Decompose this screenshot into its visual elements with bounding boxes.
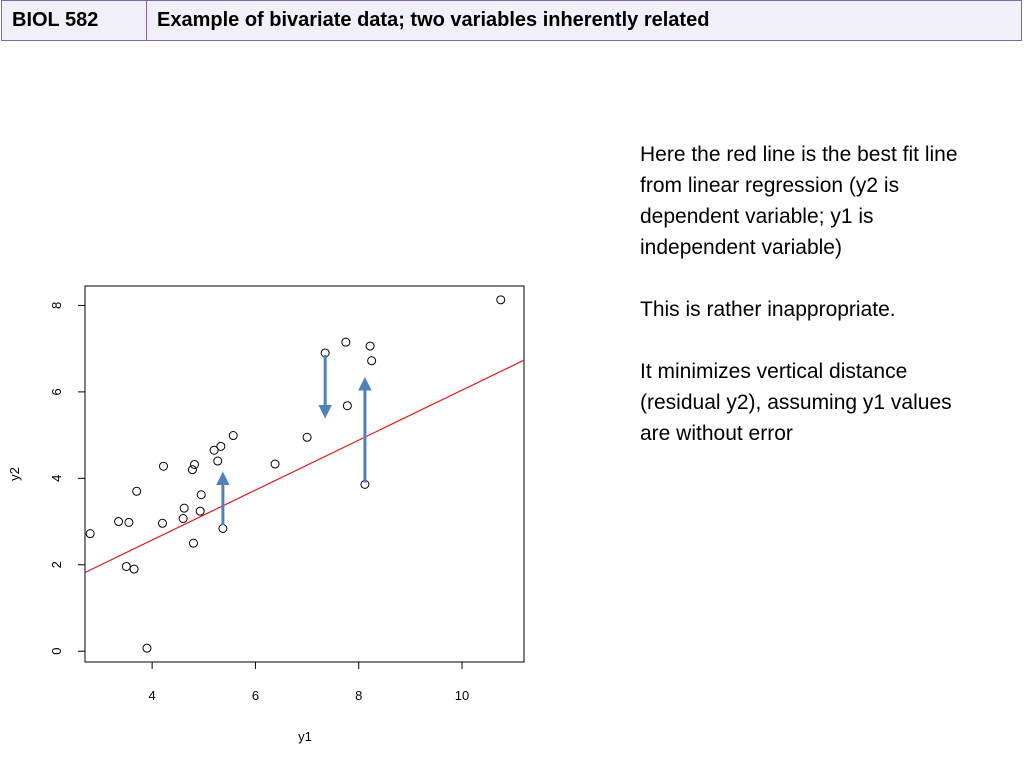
data-point: [302, 432, 312, 442]
explanation-text: Here the red line is the best fit line f…: [640, 139, 960, 480]
data-point: [187, 465, 197, 475]
x-tick-label: 10: [455, 688, 469, 703]
y-tick-label: 4: [49, 475, 64, 482]
data-point: [188, 538, 198, 548]
data-point: [157, 518, 167, 528]
slide-title: Example of bivariate data; two variables…: [157, 9, 710, 31]
data-point: [341, 337, 351, 347]
y-axis-label: y2: [7, 467, 22, 481]
data-point: [367, 356, 377, 366]
y-tick-label: 8: [49, 302, 64, 309]
data-point: [132, 486, 142, 496]
data-point: [218, 523, 228, 533]
data-point: [496, 295, 506, 305]
data-point: [85, 529, 95, 539]
x-axis: 4 6 8 10: [149, 662, 469, 703]
data-point: [114, 517, 124, 527]
regression-line-group: [84, 359, 525, 574]
y-axis: 0 2 4 6 8: [49, 302, 85, 655]
data-point: [196, 490, 206, 500]
explanation-paragraph-2: This is rather inappropriate.: [640, 298, 896, 321]
data-point: [121, 561, 131, 571]
data-point: [270, 459, 280, 469]
data-point: [216, 441, 226, 451]
x-tick-label: 4: [149, 688, 156, 703]
course-code: BIOL 582: [2, 1, 147, 40]
x-tick-label: 8: [355, 688, 362, 703]
data-point: [213, 456, 223, 466]
x-axis-label: y1: [298, 729, 312, 744]
plot-frame: [84, 285, 525, 663]
data-point: [342, 401, 352, 411]
data-point: [365, 341, 375, 351]
data-point: [178, 514, 188, 524]
data-point: [189, 459, 199, 469]
data-point: [179, 503, 189, 513]
data-point: [195, 506, 205, 516]
data-point: [209, 445, 219, 455]
data-point: [129, 564, 139, 574]
data-point: [142, 643, 152, 653]
data-points: [85, 295, 506, 653]
explanation-paragraph-1: Here the red line is the best fit line f…: [640, 143, 958, 259]
data-point: [159, 461, 169, 471]
explanation-paragraph-3: It minimizes vertical distance (residual…: [640, 360, 952, 445]
data-point: [228, 431, 238, 441]
regression-line: [84, 359, 525, 574]
y-tick-label: 2: [49, 561, 64, 568]
y-tick-label: 6: [49, 388, 64, 395]
y-tick-label: 0: [49, 648, 64, 655]
slide-header: BIOL 582 Example of bivariate data; two …: [1, 0, 1022, 41]
x-tick-label: 6: [252, 688, 259, 703]
residual-arrows: [216, 355, 372, 525]
data-point: [124, 517, 134, 527]
